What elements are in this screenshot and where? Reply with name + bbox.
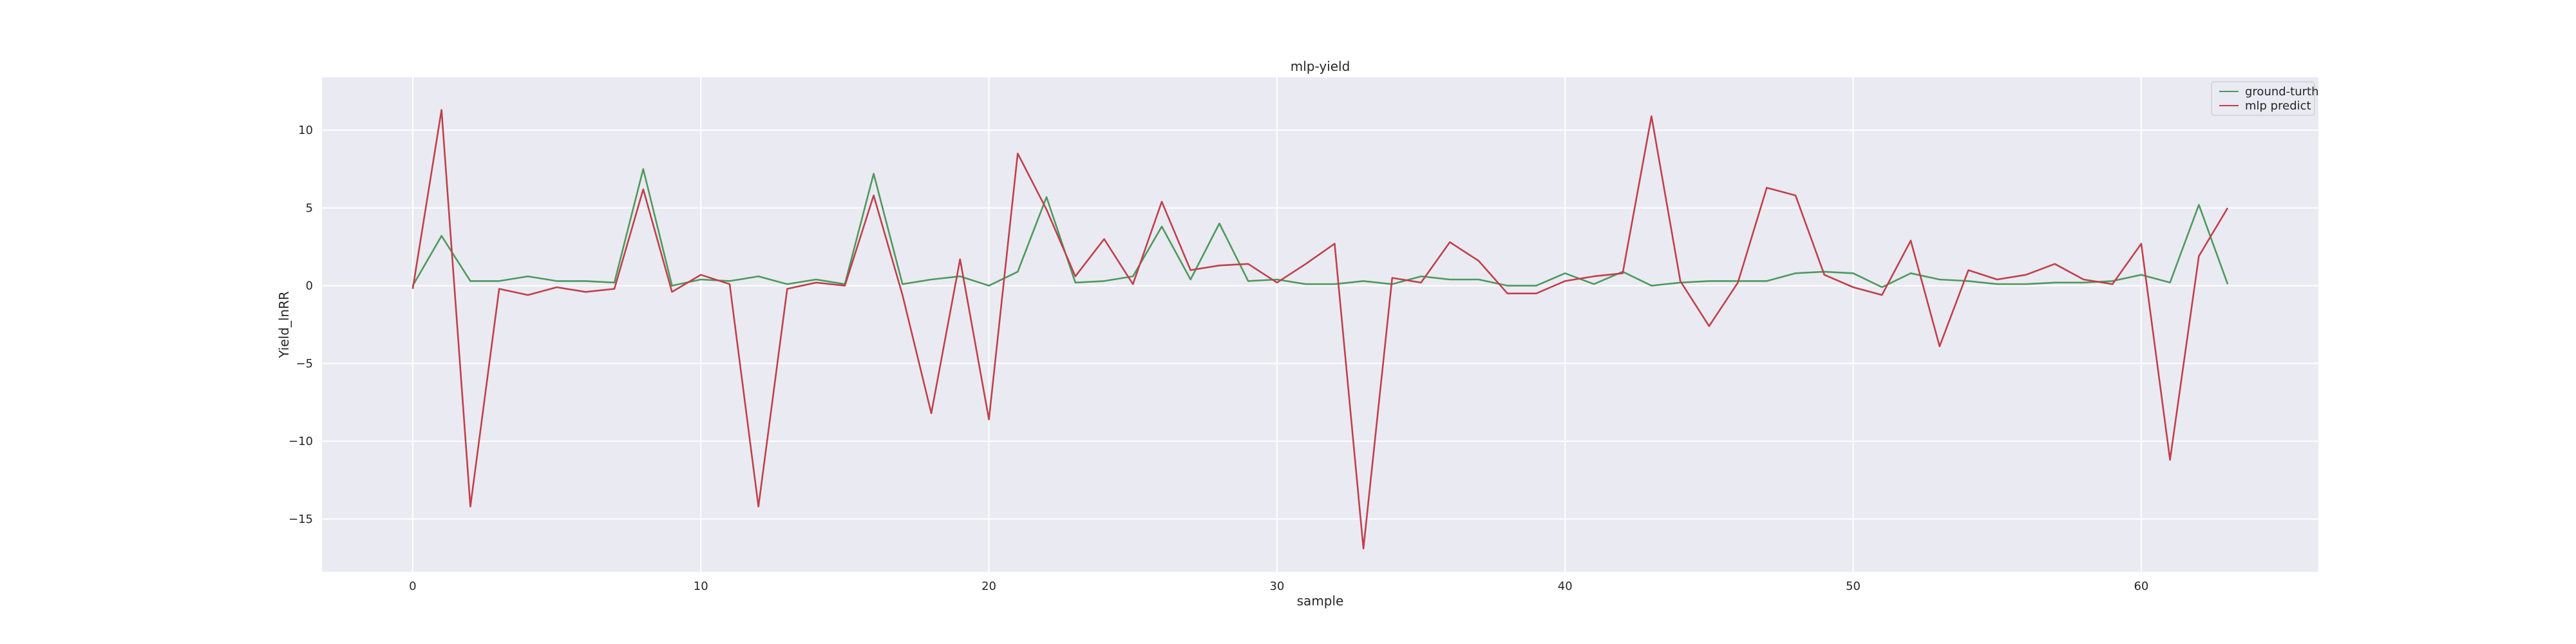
x-tick-labels: 0 10 20 30 40 50 60 bbox=[409, 580, 2148, 593]
y-tick-label: 10 bbox=[298, 124, 313, 137]
legend-box bbox=[2211, 81, 2315, 116]
x-axis-label: sample bbox=[1297, 593, 1344, 609]
y-axis-label: Yield_lnRR bbox=[276, 291, 292, 359]
y-tick-label: −5 bbox=[296, 357, 313, 370]
legend: ground-turth mlp predict bbox=[2211, 81, 2319, 116]
y-tick-labels: −15 −10 −5 0 5 10 bbox=[289, 124, 313, 526]
y-tick-label: −15 bbox=[289, 513, 313, 526]
legend-label-mlp-predict: mlp predict bbox=[2245, 99, 2311, 113]
x-tick-label: 20 bbox=[981, 580, 996, 593]
y-tick-label: 0 bbox=[306, 279, 313, 293]
y-tick-label: 5 bbox=[306, 202, 313, 215]
x-tick-label: 40 bbox=[1558, 580, 1573, 593]
chart-title: mlp-yield bbox=[1291, 59, 1350, 74]
x-tick-label: 50 bbox=[1846, 580, 1861, 593]
vertical-gridlines bbox=[412, 77, 2142, 572]
x-tick-label: 60 bbox=[2134, 580, 2148, 593]
horizontal-gridlines bbox=[322, 129, 2318, 520]
x-tick-label: 0 bbox=[409, 580, 416, 593]
y-tick-label: −10 bbox=[289, 435, 313, 448]
x-tick-label: 10 bbox=[694, 580, 708, 593]
plot-area bbox=[322, 77, 2318, 572]
series-layer bbox=[412, 109, 2229, 550]
series-line-mlp-predict bbox=[412, 109, 2229, 550]
x-tick-label: 30 bbox=[1269, 580, 1284, 593]
legend-label-ground-turth: ground-turth bbox=[2245, 85, 2319, 99]
